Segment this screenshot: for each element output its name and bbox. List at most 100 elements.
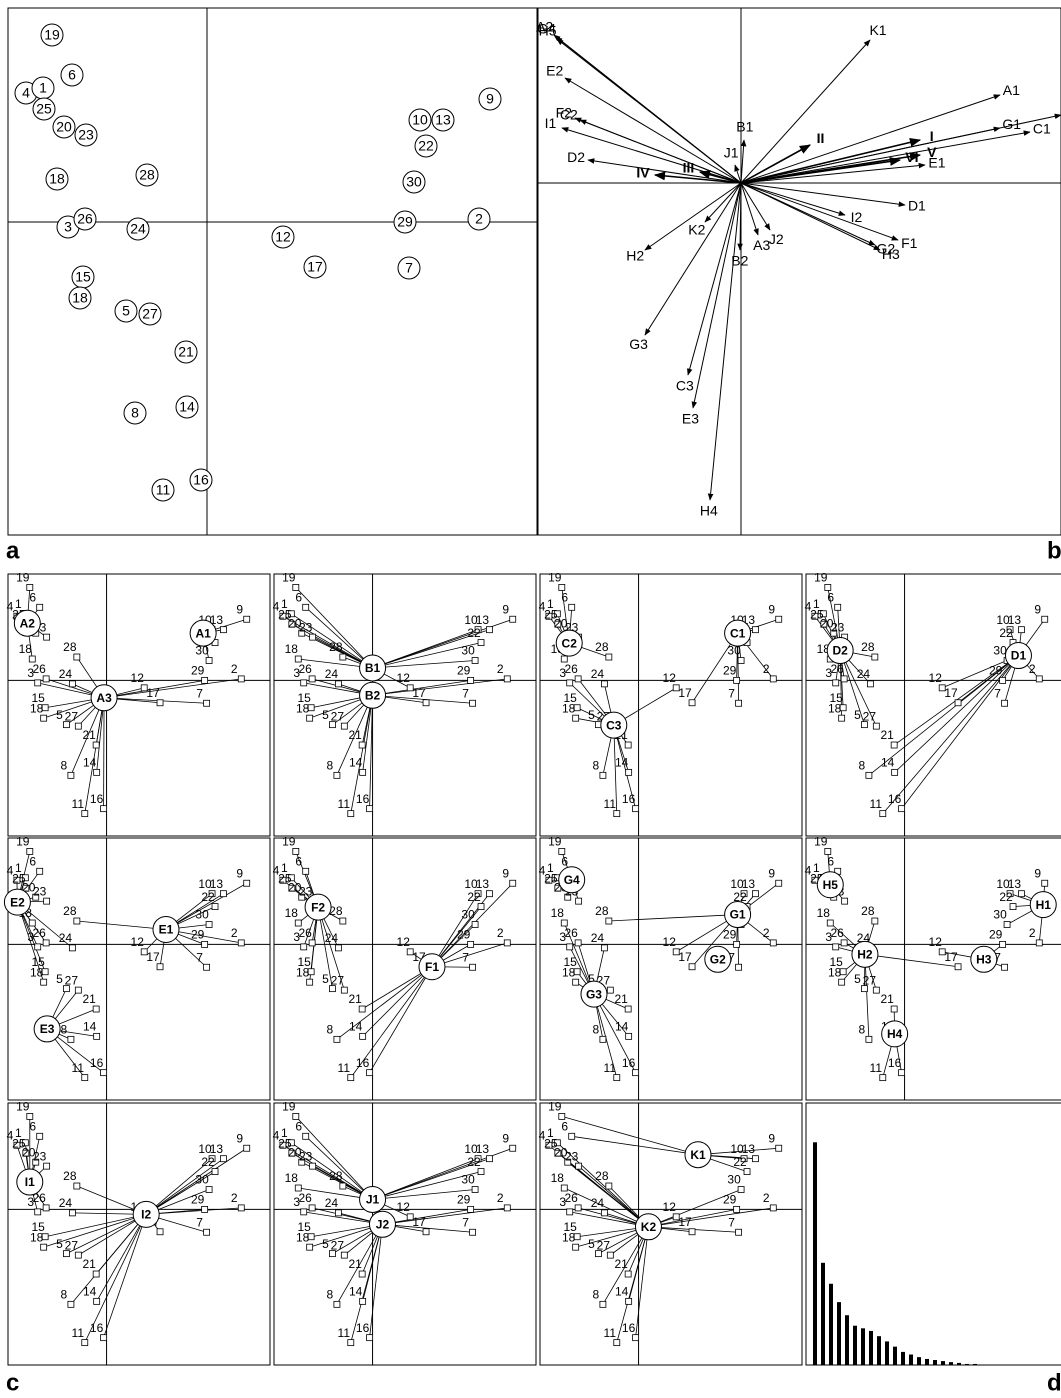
individual-label: 8 — [593, 1023, 600, 1037]
individual-label: 11 — [604, 1326, 617, 1340]
membership-link — [635, 1226, 649, 1338]
individual — [422, 699, 430, 707]
individual-label: 4 — [805, 863, 812, 877]
membership-link — [602, 1226, 649, 1305]
individual-label: 18 — [551, 1171, 565, 1185]
individual-label: 7 — [728, 950, 735, 964]
point — [74, 123, 98, 147]
individual-label: 7 — [196, 686, 203, 700]
individual-label: 5 — [854, 972, 861, 986]
arrow-label: H4 — [700, 503, 718, 519]
individual-label: 20 — [820, 616, 834, 630]
individual — [237, 675, 245, 683]
individual-label: 6 — [827, 854, 834, 868]
point — [45, 167, 69, 191]
individual-label: 5 — [854, 708, 861, 722]
point — [126, 217, 150, 241]
category — [555, 629, 583, 657]
individual — [40, 714, 48, 722]
individual — [100, 1069, 107, 1077]
individual — [999, 676, 1007, 684]
point-label: 21 — [178, 344, 194, 360]
membership-link — [305, 607, 373, 669]
individual-label: 3 — [825, 666, 832, 680]
point — [32, 97, 56, 121]
individual — [509, 879, 517, 887]
bar — [813, 1142, 817, 1365]
individual — [566, 679, 574, 687]
individual — [688, 963, 696, 971]
membership-link — [372, 642, 482, 669]
individual — [294, 655, 302, 663]
membership-link — [282, 615, 373, 669]
individual-label: 9 — [768, 1131, 775, 1145]
membership-link — [648, 1189, 742, 1228]
individual-label: 30 — [993, 644, 1007, 658]
individual-label: 12 — [663, 1200, 677, 1214]
individual — [819, 610, 827, 618]
individual — [672, 1213, 680, 1221]
point-label: 18 — [72, 290, 88, 306]
panel-frame — [273, 1102, 537, 1366]
individual-label: 13 — [210, 613, 224, 627]
individual — [34, 679, 42, 687]
category-label: E1 — [159, 923, 174, 937]
individual-label: 14 — [615, 756, 629, 770]
category — [580, 980, 608, 1008]
point-label: 2 — [475, 211, 483, 227]
individual — [599, 771, 607, 779]
membership-link — [894, 655, 1019, 773]
point-label: 25 — [36, 101, 52, 117]
point — [431, 108, 455, 132]
arrow — [564, 77, 742, 184]
individual-label: 2 — [497, 662, 504, 676]
individual-label: 1 — [813, 861, 820, 875]
individual-label: 19 — [548, 835, 562, 849]
individual-label: 20 — [554, 616, 568, 630]
bar — [941, 1361, 945, 1365]
individual — [471, 1186, 479, 1193]
individual — [92, 741, 100, 749]
individual-label: 13 — [1008, 877, 1022, 891]
individual — [300, 943, 308, 951]
membership-link — [350, 695, 373, 814]
category-label: B2 — [365, 688, 381, 702]
membership-link — [882, 655, 1019, 814]
individual — [871, 917, 879, 925]
category-label: E3 — [40, 1022, 55, 1036]
individual-label: 1 — [15, 1126, 22, 1140]
individual-label: 13 — [210, 1142, 224, 1156]
individual — [625, 1297, 633, 1305]
individual-label: 18 — [19, 642, 33, 656]
individual-label: 9 — [502, 1131, 509, 1145]
category-label: I2 — [141, 1208, 151, 1222]
individual-label: 11 — [338, 1326, 351, 1340]
arrow-label: A1 — [1003, 82, 1020, 98]
individual — [93, 1297, 101, 1305]
individual-label: 7 — [196, 1215, 203, 1229]
individual — [624, 1005, 632, 1013]
individual — [545, 876, 553, 884]
individual-label: 10 — [996, 877, 1010, 891]
individual — [832, 679, 840, 687]
individual — [36, 867, 44, 875]
membership-link — [70, 1214, 147, 1305]
individual-label: 5 — [56, 972, 63, 986]
individual-label: 21 — [348, 1257, 362, 1271]
arrow — [686, 182, 742, 376]
arrow — [707, 182, 742, 501]
individual — [841, 897, 849, 905]
individual-label: 26 — [298, 1191, 312, 1205]
individual — [826, 919, 834, 927]
individual-label: 27 — [331, 709, 345, 723]
category-label: J1 — [366, 1193, 380, 1207]
individual — [890, 1005, 898, 1013]
arrow — [740, 137, 922, 184]
individual — [73, 1182, 81, 1190]
individual — [733, 676, 741, 684]
individual-label: 12 — [397, 671, 411, 685]
individual-label: 4 — [7, 599, 14, 613]
individual — [624, 1270, 632, 1278]
individual — [307, 704, 315, 712]
individual-label: 3 — [27, 1195, 34, 1209]
